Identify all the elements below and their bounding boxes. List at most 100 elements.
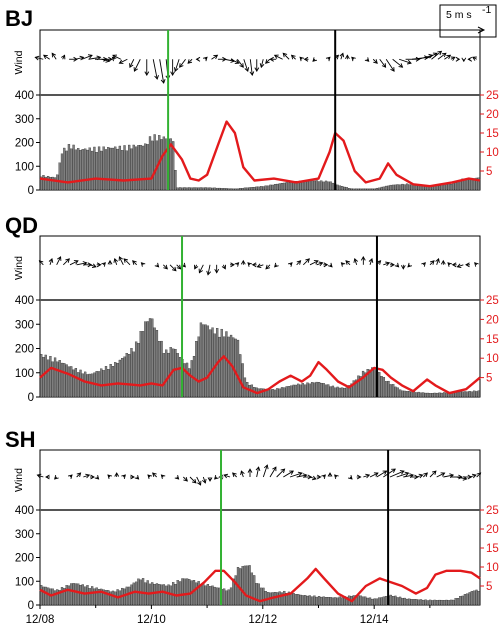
wind-arrowhead [418,473,424,479]
pm-bar [313,180,316,191]
pm-bar [405,183,409,191]
pm-bar [53,357,57,398]
wind-arrowhead [360,255,366,261]
pm-bar [197,336,200,398]
wind-arrowhead [407,262,413,268]
wind-arrow [416,474,423,478]
pm-bar [280,387,284,398]
pm-bar [58,590,61,606]
wind-arrow [133,59,141,72]
left-axis-tick-label: 400 [15,295,34,307]
pm-bar [88,147,91,191]
pm-bar [134,146,138,191]
pm-bar [368,188,372,191]
pm-bar [454,182,457,191]
pm-bar [209,329,212,398]
pm-bar [410,599,413,606]
pm-bar [378,372,381,398]
pm-bar [153,134,156,191]
wind-arrowhead [296,260,302,265]
wind-arrowhead [356,474,362,480]
wind-arrowhead [154,75,159,80]
right-axis-tick-label: 10 [486,562,499,574]
wind-arrow [398,58,412,64]
wind-arrowhead [471,473,477,479]
pm-bar [218,187,221,191]
pm-bar [188,368,191,398]
pm-bar [209,586,212,606]
pm-bar [222,188,226,191]
wind-arrow [83,474,90,478]
right-axis-tick-label: 20 [486,314,499,326]
pm-bar [334,387,337,398]
pm-bar [181,187,184,191]
pm-bar [60,587,64,606]
pm-bar [151,140,154,191]
pm-bars [40,318,480,398]
wind-arrowhead [198,268,203,274]
pm-bar [401,183,404,191]
pm-bar [262,587,265,606]
pm-bar [222,588,226,606]
wind-arrowhead [160,79,166,84]
pm-bar [65,585,68,606]
pm-bar [273,389,277,398]
pm-bar [42,586,45,606]
pm-bar [199,187,203,191]
pm-bar [389,384,392,398]
pm-bar [341,387,344,398]
pm-bar [459,596,462,606]
wind-arrow [469,474,477,478]
wind-arrowhead [94,474,100,480]
pm-bar [445,392,448,398]
pm-bar [387,185,390,191]
wind-arrowhead [48,258,54,263]
pm-bars [40,134,480,191]
pm-bar [315,381,318,398]
wind-arrowhead [107,474,113,480]
pm-bar [290,593,293,606]
pm-bar [197,187,200,191]
wind-arrowhead [465,262,470,268]
wind-vectors [36,464,482,486]
wind-arrowhead [373,59,378,64]
wind-arrowhead [79,55,85,61]
pm-bar [53,590,57,606]
pm-bar [283,387,286,398]
wind-arrowhead [187,59,193,64]
pm-bar [243,565,247,606]
wind-arrowhead [90,474,95,480]
speed-legend-label: 5 m s [446,9,472,21]
pm-bar [183,187,186,191]
pm-bar [253,186,256,191]
pm-bar [431,393,434,398]
pm-bar [206,584,210,606]
pm-bar [461,595,464,606]
pm-bar [317,382,321,398]
pm-bar [165,349,168,398]
pm-bar [278,183,281,191]
wind-arrowhead [249,71,255,77]
pm-bar [324,384,328,398]
pm-bar [269,389,272,398]
pm-bar [211,327,214,398]
pm-bar [410,391,413,398]
pm-bar [178,187,182,191]
wind-arrowhead [191,478,197,484]
pm-bar [40,585,43,606]
pm-bar [151,318,154,398]
pm-bar [155,330,159,398]
wind-arrowhead [297,471,303,477]
pm-bar [139,331,142,398]
pm-bar [160,139,163,191]
pm-bar [389,594,392,606]
pm-bar [77,583,80,606]
pm-bar [70,366,73,398]
speed-legend-box [439,4,497,38]
pm-bar [130,148,133,191]
right-axis-tick-label: 15 [486,334,499,346]
pm-bar [447,600,450,606]
pm-bar [202,582,205,606]
pm-bar [283,182,286,191]
pm-bar [378,597,381,606]
